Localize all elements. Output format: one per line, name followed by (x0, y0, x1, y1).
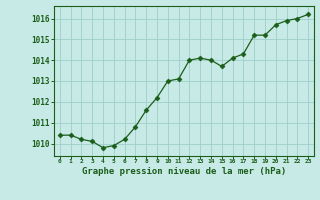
X-axis label: Graphe pression niveau de la mer (hPa): Graphe pression niveau de la mer (hPa) (82, 167, 286, 176)
